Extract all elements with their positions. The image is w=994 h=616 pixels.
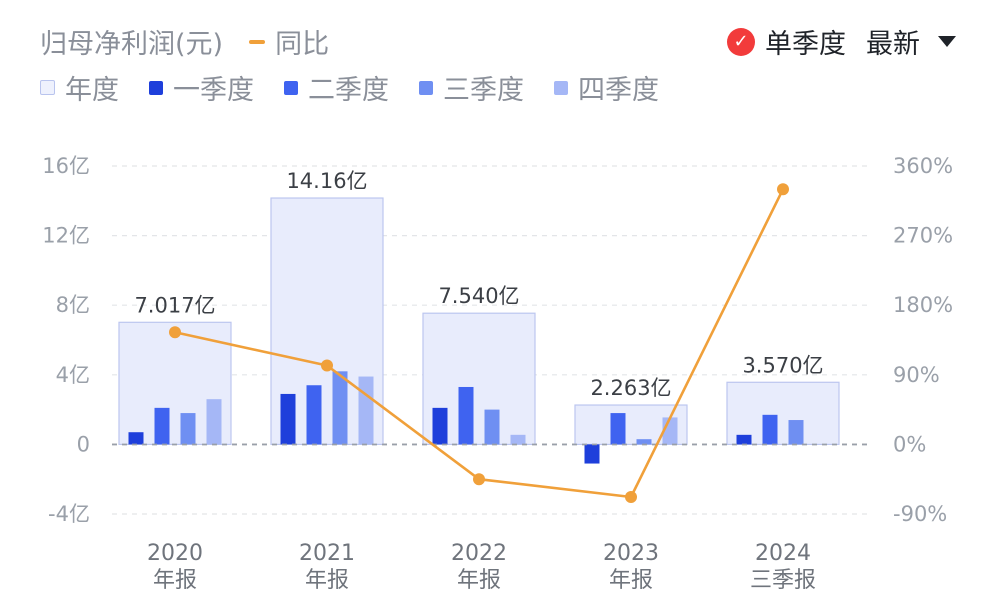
quarter-bar-q3 [180, 413, 196, 445]
yoy-point [169, 326, 181, 339]
annual-data-label: 14.16亿 [286, 169, 367, 193]
yoy-legend: 同比 [249, 22, 329, 61]
yoy-line-swatch [249, 39, 266, 44]
y-right-tick-label: 360% [893, 154, 953, 178]
legend-item-annual[interactable]: 年度 [40, 68, 119, 107]
period-dropdown-label: 最新 [866, 29, 920, 60]
quarter-bar-q2 [458, 386, 474, 445]
x-tick-label-year: 2022 [451, 541, 507, 566]
legend-label-annual: 年度 [65, 75, 119, 106]
quarter-bar-q1 [432, 407, 448, 445]
quarter-bar-q2 [306, 385, 322, 445]
annual-data-label: 3.570亿 [742, 353, 823, 377]
quarter-bar-q1 [584, 444, 600, 464]
annual-bar [726, 381, 840, 446]
x-tick-label-period: 年报 [305, 568, 349, 593]
legend-item-q2[interactable]: 二季度 [284, 68, 389, 107]
quarter-bar-q4 [206, 399, 222, 445]
legend-label-q4: 四季度 [578, 75, 659, 106]
quarter-bar-q3 [332, 371, 348, 445]
yoy-point [321, 359, 333, 372]
series-legend: 年度 一季度 二季度 三季度 四季度 [40, 68, 659, 107]
y-left-tick-label: 0 [77, 432, 90, 456]
x-tick-label-year: 2024 [755, 541, 811, 566]
legend-label-q3: 三季度 [443, 75, 524, 106]
quarter-bar-q2 [610, 413, 626, 445]
y-right-tick-label: -90% [893, 502, 947, 526]
legend-swatch-q2 [284, 80, 298, 95]
y-left-tick-label: 12亿 [42, 224, 90, 248]
legend-item-q4[interactable]: 四季度 [554, 68, 659, 107]
y-right-tick-label: 180% [893, 293, 953, 317]
y-right-tick-label: 0% [893, 432, 926, 456]
x-tick-label-period: 三季报 [750, 568, 816, 593]
legend-swatch-q4 [554, 80, 568, 95]
yoy-point [777, 183, 789, 196]
y-left-tick-label: -4亿 [48, 502, 90, 526]
x-tick-label-year: 2020 [147, 541, 203, 566]
y-left-tick-label: 4亿 [56, 363, 90, 387]
y-right-tick-label: 270% [893, 224, 953, 248]
quarter-bar-q1 [128, 432, 144, 445]
single-quarter-toggle[interactable]: ✓ 单季度 [727, 22, 846, 61]
annual-data-label: 2.263亿 [590, 376, 671, 400]
legend-item-q1[interactable]: 一季度 [149, 68, 254, 107]
x-tick-label-year: 2023 [603, 541, 659, 566]
quarter-bar-q3 [636, 439, 652, 445]
legend-swatch-q3 [419, 80, 433, 95]
x-tick-label-year: 2021 [299, 541, 355, 566]
legend-label-q2: 二季度 [308, 75, 389, 106]
chart-header: 归母净利润(元) 同比 [40, 22, 329, 61]
quarter-bar-q4 [510, 434, 526, 445]
check-icon: ✓ [727, 27, 755, 56]
x-tick-label-period: 年报 [153, 568, 197, 593]
quarter-bar-q1 [280, 393, 296, 445]
quarter-bar-q4 [358, 376, 374, 445]
x-tick-label-period: 年报 [457, 568, 501, 593]
yoy-legend-label: 同比 [275, 29, 330, 60]
quarter-bar-q3 [484, 409, 500, 445]
chart-title: 归母净利润(元) [40, 29, 224, 60]
legend-label-q1: 一季度 [173, 75, 254, 106]
annual-data-label: 7.017亿 [134, 293, 215, 317]
quarter-bar-q2 [154, 407, 170, 445]
legend-swatch-q1 [149, 80, 163, 95]
legend-swatch-annual [40, 80, 55, 95]
yoy-point [473, 473, 485, 486]
y-right-tick-label: 90% [893, 363, 940, 387]
quarter-bar-q3 [788, 420, 804, 445]
single-quarter-label: 单季度 [765, 29, 846, 60]
quarter-bar-q2 [762, 414, 778, 445]
period-dropdown[interactable]: 最新 [866, 22, 956, 61]
y-left-tick-label: 8亿 [56, 293, 90, 317]
x-tick-label-period: 年报 [609, 568, 653, 593]
legend-item-q3[interactable]: 三季度 [419, 68, 524, 107]
chevron-down-icon [938, 36, 956, 47]
yoy-point [625, 490, 637, 503]
y-left-tick-label: 16亿 [42, 154, 90, 178]
quarter-bar-q1 [736, 434, 752, 445]
chart-controls: ✓ 单季度 最新 [727, 22, 956, 61]
annual-data-label: 7.540亿 [438, 284, 519, 308]
